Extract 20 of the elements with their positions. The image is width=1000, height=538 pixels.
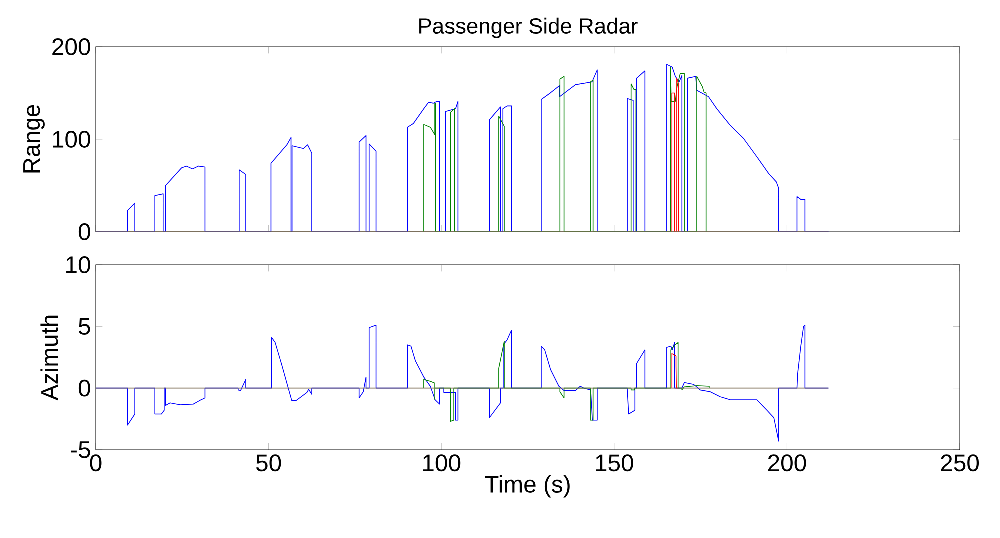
y-tick-label: 0 bbox=[78, 380, 90, 397]
line-series bbox=[424, 66, 707, 232]
y-axis-title: Range bbox=[24, 105, 45, 173]
x-tick-label: 0 bbox=[90, 454, 102, 472]
chart-title: Passenger Side Radar bbox=[420, 18, 638, 38]
line-series bbox=[672, 78, 680, 232]
y-tick-label: -5 bbox=[71, 442, 90, 458]
y-tick-label: 10 bbox=[66, 256, 90, 274]
x-tick-label: 200 bbox=[768, 454, 806, 472]
x-tick-label: 150 bbox=[596, 454, 634, 472]
y-tick-label: 100 bbox=[53, 131, 90, 148]
line-series bbox=[672, 353, 679, 389]
y-tick-label: 5 bbox=[78, 318, 90, 336]
x-tick-label: 250 bbox=[941, 454, 980, 472]
y-tick-label: 200 bbox=[52, 38, 90, 56]
x-tick-label: 100 bbox=[423, 454, 461, 472]
x-axis-title: Time (s) bbox=[485, 475, 570, 498]
y-axis-title: Azimuth bbox=[40, 316, 58, 401]
x-tick-label: 50 bbox=[256, 454, 282, 472]
y-tick-label: 0 bbox=[78, 224, 90, 240]
